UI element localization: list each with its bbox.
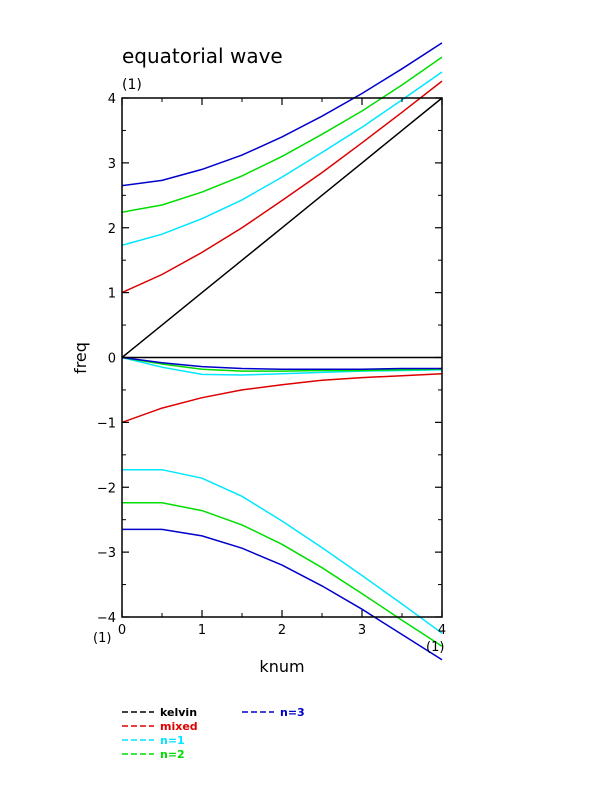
x-tick-label: 0 [118, 623, 126, 638]
series-line-mixed-3 [121, 372, 443, 424]
legend-label: n=1 [160, 734, 185, 747]
series-line-n2-9 [122, 502, 443, 647]
y-tick-label: 3 [108, 157, 116, 172]
series-line-n2-8 [121, 356, 443, 372]
legend-label: n=3 [280, 706, 305, 719]
y-tick-label: 2 [108, 222, 116, 237]
chart-subtitle: (1) [122, 77, 142, 93]
series-line-n1-5 [121, 356, 443, 376]
y-tick-label: 4 [108, 92, 116, 107]
series-line-n3-10 [121, 42, 443, 187]
series-line-kelvin-0 [121, 97, 443, 359]
series-line-n1-4 [121, 71, 443, 247]
x-corner-label: (1) [93, 631, 111, 646]
x-tick-label: 3 [358, 623, 366, 638]
y-axis-label: freq [71, 342, 90, 374]
x-axis-label: knum [259, 657, 304, 676]
x-tick-label: 4 [438, 623, 446, 638]
series-line-n3-12 [122, 528, 443, 661]
legend-label: kelvin [160, 706, 197, 719]
y-tick-label: 1 [108, 287, 116, 302]
tick-layer: 0 1 2 3 4 −4 −3 −2 −1 0 1 2 3 4 [97, 92, 446, 638]
y-tick-label: −2 [97, 481, 116, 496]
y-tick-label: −3 [97, 546, 116, 561]
y-corner-label: (1) [426, 640, 444, 655]
x-tick-label: 2 [278, 623, 286, 638]
y-tick-label: 0 [108, 352, 116, 367]
chart-title: equatorial wave [122, 44, 283, 68]
legend-label: n=2 [160, 748, 185, 761]
y-tick-label: −4 [97, 611, 116, 626]
series-line-n2-7 [121, 56, 443, 213]
legend-label: mixed [160, 720, 198, 733]
series-layer [121, 42, 443, 661]
series-line-mixed-2 [121, 80, 443, 294]
series-line-n1-6 [122, 468, 443, 634]
series-line-n3-11 [121, 356, 442, 370]
y-tick-label: −1 [97, 416, 116, 431]
x-tick-label: 1 [198, 623, 206, 638]
